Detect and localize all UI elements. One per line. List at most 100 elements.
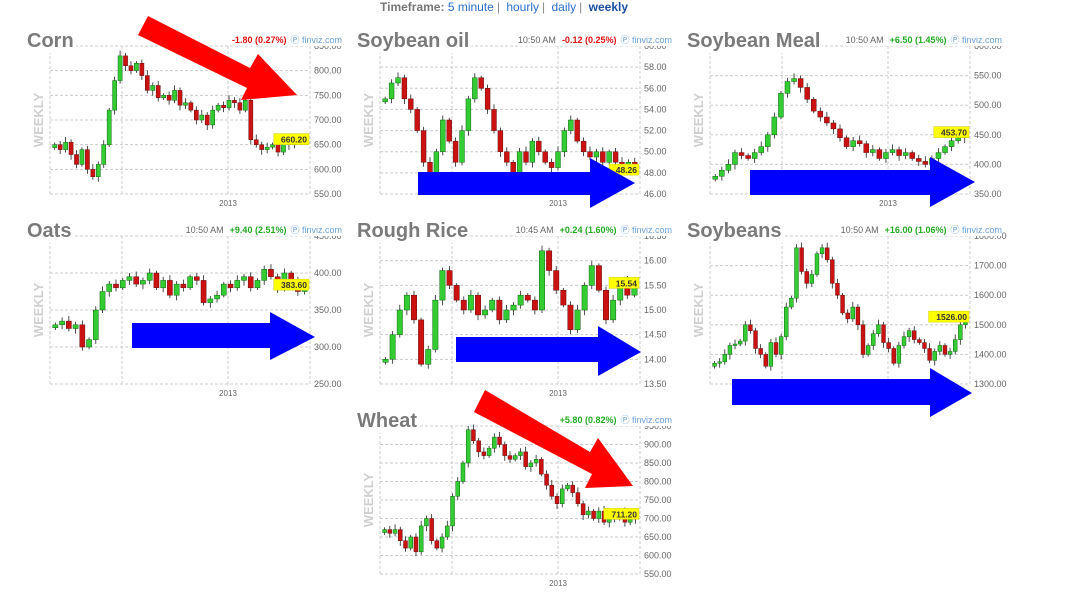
candle: [382, 96, 388, 105]
price-change: +16.00 (1.06%): [884, 225, 947, 235]
y-tick-label: 1500.00: [974, 320, 1007, 330]
candle: [79, 320, 86, 351]
candle: [395, 72, 401, 86]
candle: [52, 142, 58, 150]
candlestick-plot: 600.00 550.00 500.00 450.00 400.00 350.00 2013…: [691, 41, 1002, 208]
candle: [516, 148, 523, 178]
candle: [460, 296, 467, 315]
candle: [901, 331, 907, 349]
chart-title: Corn: [27, 30, 76, 53]
candle: [425, 345, 432, 369]
candle: [727, 342, 733, 360]
candle: [922, 338, 927, 353]
timeframe-daily[interactable]: daily: [551, 0, 577, 14]
copyright-icon: Ⓟ: [290, 225, 302, 235]
finviz-watermark[interactable]: Ⓟ finviz.com: [950, 35, 1002, 45]
candle: [531, 296, 538, 315]
chart-header: +5.80 (0.82%) Ⓟ finviz.com: [559, 413, 672, 426]
candle: [153, 270, 160, 291]
last-price: 711.20: [611, 509, 637, 519]
y-tick-label: 950.00: [644, 421, 672, 431]
y-tick-label: 16.50: [644, 231, 667, 241]
candle: [106, 107, 112, 147]
candle: [113, 279, 119, 292]
candle: [909, 150, 915, 161]
candle: [942, 144, 948, 155]
timeframe-5-minute[interactable]: 5 minute: [447, 0, 494, 14]
candle: [270, 142, 275, 150]
candle: [922, 156, 929, 168]
finviz-watermark[interactable]: Ⓟ finviz.com: [620, 415, 672, 425]
quote-time: 10:50 AM: [517, 35, 556, 45]
candle: [248, 96, 254, 145]
candle: [784, 302, 789, 341]
candle: [460, 460, 466, 484]
chart-soybeans: Soybeans 10:50 AM +16.00 (1.06%) Ⓟ finviz.…: [686, 220, 1016, 400]
candle: [207, 295, 214, 308]
candle: [68, 139, 74, 160]
y-tick-label: 600.00: [974, 41, 1002, 51]
last-price: 15.54: [616, 278, 638, 288]
candle: [581, 282, 588, 316]
candle: [408, 94, 414, 114]
quote-time: 10:50 AM: [185, 225, 224, 235]
price-change: +9.40 (2.51%): [229, 225, 287, 235]
y-tick-label: 700.00: [644, 514, 672, 524]
quote-time: 10:50 AM: [840, 225, 879, 235]
finviz-watermark[interactable]: Ⓟ finviz.com: [950, 225, 1002, 235]
chart-header: 10:50 AM -0.12 (0.25%) Ⓟ finviz.com: [517, 33, 672, 46]
chart-header: -1.80 (0.27%) Ⓟ finviz.com: [231, 33, 342, 46]
candle: [725, 159, 732, 174]
timeframe-weekly[interactable]: weekly: [588, 0, 629, 14]
candle: [133, 271, 140, 288]
timeframe-hourly[interactable]: hourly: [506, 0, 540, 14]
candle: [221, 101, 226, 113]
candle: [259, 141, 265, 155]
candle: [413, 533, 419, 557]
candle: [937, 341, 943, 356]
candle: [66, 315, 72, 332]
candle: [523, 446, 528, 470]
finviz-watermark[interactable]: Ⓟ finviz.com: [620, 35, 672, 45]
candle: [79, 147, 85, 167]
candle: [889, 144, 896, 156]
candle: [580, 137, 587, 157]
chart-title: Rough Rice: [357, 220, 471, 243]
finviz-watermark[interactable]: Ⓟ finviz.com: [620, 225, 672, 235]
candle: [778, 91, 784, 120]
finviz-watermark[interactable]: Ⓟ finviz.com: [290, 225, 342, 235]
candle: [507, 451, 513, 463]
candle: [496, 296, 503, 325]
candle: [799, 242, 804, 275]
price-change: -0.12 (0.25%): [561, 35, 617, 45]
y-tick-label: 650.00: [644, 532, 672, 542]
y-tick-label: 14.50: [644, 330, 667, 340]
last-price-tag: [928, 310, 970, 323]
candle: [794, 244, 799, 303]
finviz-watermark[interactable]: Ⓟ finviz.com: [290, 35, 342, 45]
candle: [180, 279, 187, 292]
candle: [595, 263, 602, 293]
candle: [167, 275, 173, 299]
candle: [817, 107, 824, 122]
candle: [90, 164, 96, 180]
y-tick-label: 60.00: [644, 41, 667, 51]
chart-title: Soybean oil: [357, 30, 472, 53]
period-label: WEEKLY: [691, 92, 706, 147]
candle: [387, 525, 393, 538]
y-tick-label: 15.50: [644, 280, 667, 290]
candle: [481, 447, 487, 460]
candle: [172, 85, 177, 104]
candle: [929, 155, 935, 170]
candle: [194, 273, 200, 285]
chart-header: 10:50 AM +9.40 (2.51%) Ⓟ finviz.com: [185, 223, 342, 236]
period-label: WEEKLY: [361, 282, 376, 337]
candle: [497, 127, 504, 157]
candle: [561, 127, 568, 157]
candle: [549, 480, 555, 500]
candle: [459, 125, 465, 166]
period-label: WEEKLY: [361, 472, 376, 527]
candle: [517, 290, 524, 309]
y-tick-label: 750.00: [644, 495, 672, 505]
chart-title: Soybeans: [687, 220, 784, 243]
